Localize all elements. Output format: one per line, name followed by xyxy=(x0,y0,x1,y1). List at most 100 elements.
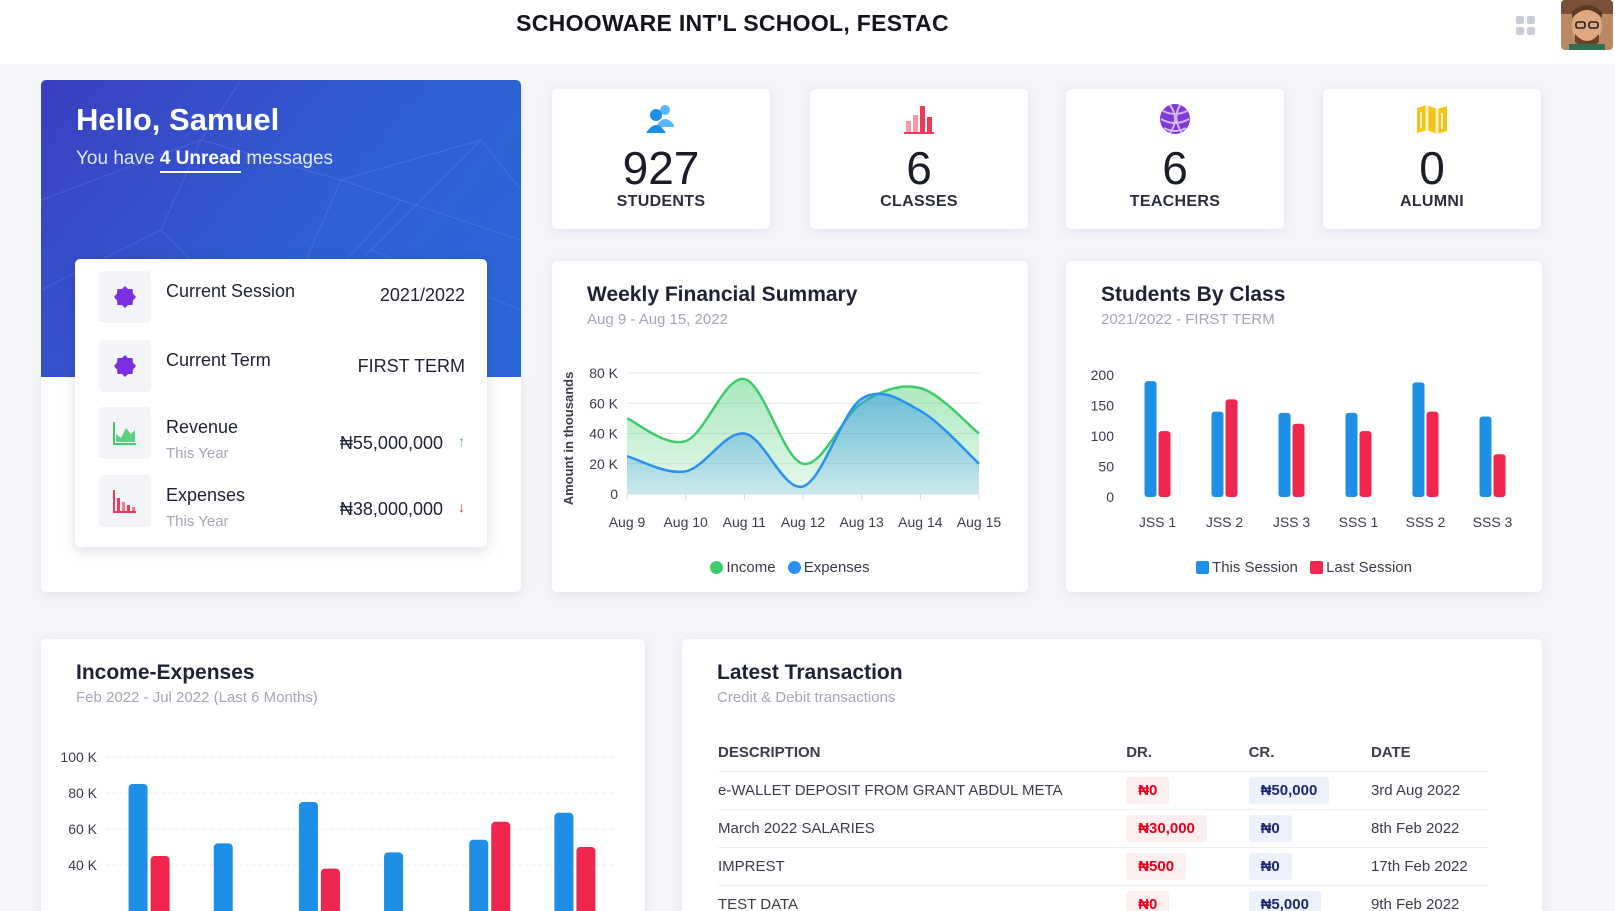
chart-subtitle: 2021/2022 - FIRST TERM xyxy=(1101,311,1275,328)
x-tick-label: Aug 13 xyxy=(839,514,884,530)
bar-income xyxy=(213,843,233,911)
debit-amount: ₦0 xyxy=(1126,890,1170,911)
bar-last-session xyxy=(1426,411,1439,497)
credit-amount: ₦50,000 xyxy=(1248,776,1330,804)
y-axis-label: Amount in thousands xyxy=(561,372,576,506)
greeting: Hello, Samuel xyxy=(76,102,280,137)
y-tick-label: 20 K xyxy=(589,456,618,472)
user-avatar[interactable] xyxy=(1561,0,1613,50)
x-tick-label: Aug 15 xyxy=(957,514,1002,530)
column-header-date: DATE xyxy=(1370,744,1411,762)
bar-chart-icon xyxy=(810,103,1028,135)
transactions-title: Latest Transaction xyxy=(717,661,903,684)
legend-last-session[interactable]: Last Session xyxy=(1310,559,1412,576)
credit-amount: ₦5,000 xyxy=(1248,890,1321,911)
revenue-row: Revenue This Year ₦55,000,000 ↑ xyxy=(99,407,465,467)
chart-title: Students By Class xyxy=(1101,283,1286,306)
column-header-dr: DR. xyxy=(1126,744,1153,762)
bar-this-session xyxy=(1479,416,1492,497)
table-row[interactable]: IMPREST ₦500 ₦0 17th Feb 2022 xyxy=(718,846,1488,885)
map-icon xyxy=(1323,103,1541,135)
bar-income xyxy=(128,784,148,911)
bar-expenses xyxy=(150,856,170,911)
teachers-stat-card[interactable]: 6 TEACHERS xyxy=(1066,89,1284,229)
legend-income[interactable]: Income xyxy=(710,559,776,576)
debit-amount: ₦30,000 xyxy=(1126,814,1207,842)
x-tick-label: SSS 1 xyxy=(1339,514,1379,530)
debit-amount: ₦0 xyxy=(1126,776,1170,804)
income-expenses-bar-chart: 40 K 60 K 80 K 100 K xyxy=(60,749,616,911)
y-tick-label: 100 K xyxy=(60,749,97,765)
table-row[interactable]: TEST DATA ₦0 ₦5,000 9th Feb 2022 xyxy=(718,884,1488,911)
users-icon xyxy=(552,103,770,135)
chart-title: Income-Expenses xyxy=(76,661,255,684)
y-tick-label: 200 xyxy=(1091,367,1115,383)
latest-transaction-card: Latest Transaction Credit & Debit transa… xyxy=(682,639,1542,911)
bar-this-session xyxy=(1412,382,1425,497)
credit-amount: ₦0 xyxy=(1248,814,1292,842)
y-tick-label: 0 xyxy=(610,486,618,502)
column-header-cr: CR. xyxy=(1248,744,1275,762)
bar-income xyxy=(554,812,574,911)
students-bar-chart: 0 50 100 150 200 JSS 1 JSS 2 JSS 3 SSS 1 SSS 2 SSS… xyxy=(1091,367,1513,530)
y-tick-label: 150 xyxy=(1091,398,1115,414)
y-tick-label: 40 K xyxy=(68,857,97,873)
expenses-area-fill xyxy=(627,393,979,494)
x-tick-label: SSS 3 xyxy=(1473,514,1513,530)
x-tick-label: Aug 9 xyxy=(609,514,646,530)
alumni-stat-card[interactable]: 0 ALUMNI xyxy=(1323,89,1541,229)
current-session-value: 2021/2022 xyxy=(379,285,465,305)
bar-expenses xyxy=(320,868,340,911)
expenses-row: Expenses This Year ₦38,000,000 ↓ xyxy=(99,475,465,535)
x-tick-label: Aug 11 xyxy=(723,514,767,530)
bar-income xyxy=(298,802,318,911)
weekly-area-chart: 0 20 K 40 K 60 K 80 K Amount in thousands Aug … xyxy=(561,365,1002,530)
chart-subtitle: Feb 2022 - Jul 2022 (Last 6 Months) xyxy=(76,689,318,706)
bar-chart-icon xyxy=(99,475,151,527)
legend-expenses[interactable]: Expenses xyxy=(787,559,870,576)
x-tick-label: JSS 3 xyxy=(1273,514,1311,530)
badge-icon xyxy=(99,271,151,323)
badge-icon xyxy=(99,340,151,392)
bar-this-session xyxy=(1345,412,1358,497)
x-tick-label: JSS 1 xyxy=(1139,514,1177,530)
current-term-value: FIRST TERM xyxy=(357,356,465,376)
expenses-area-line xyxy=(626,392,980,488)
unread-message-text: You have 4 Unread messages xyxy=(76,148,333,173)
current-session-row: Current Session 2021/2022 xyxy=(99,271,465,331)
area-chart-icon xyxy=(99,407,151,459)
income-color-dot xyxy=(710,561,724,574)
chart-subtitle: Aug 9 - Aug 15, 2022 xyxy=(587,311,728,328)
legend-this-session[interactable]: This Session xyxy=(1196,559,1298,576)
transactions-subtitle: Credit & Debit transactions xyxy=(717,689,896,706)
table-row[interactable]: e-WALLET DEPOSIT FROM GRANT ABDUL META ₦… xyxy=(718,770,1488,809)
x-tick-label: SSS 2 xyxy=(1406,514,1446,530)
chart-legend: This Session Last Session xyxy=(1066,559,1542,576)
grid-icon[interactable] xyxy=(1516,16,1535,35)
credit-amount: ₦0 xyxy=(1248,852,1292,880)
chart-legend: Income Expenses xyxy=(552,559,1028,576)
table-row[interactable]: March 2022 SALARIES ₦30,000 ₦0 8th Feb 2… xyxy=(718,808,1488,847)
arrow-up-icon: ↑ xyxy=(458,433,465,449)
current-term-row: Current Term FIRST TERM xyxy=(99,340,465,400)
y-tick-label: 80 K xyxy=(68,785,97,801)
bar-expenses xyxy=(576,847,596,911)
classes-stat-card[interactable]: 6 CLASSES xyxy=(810,89,1028,229)
bar-this-session xyxy=(1144,381,1157,497)
x-tick-label: JSS 2 xyxy=(1206,514,1244,530)
x-tick-label: Aug 14 xyxy=(898,514,943,530)
expenses-value: ₦38,000,000 xyxy=(339,499,443,519)
income-expenses-card: Income-Expenses Feb 2022 - Jul 2022 (Las… xyxy=(41,639,645,911)
students-by-class-card: Students By Class 2021/2022 - FIRST TERM… xyxy=(1066,261,1542,592)
expenses-color-dot xyxy=(787,561,801,574)
students-stat-card[interactable]: 927 STUDENTS xyxy=(552,89,770,229)
arrow-down-icon: ↓ xyxy=(458,499,465,515)
y-tick-label: 40 K xyxy=(589,426,618,442)
bar-last-session xyxy=(1225,399,1238,497)
y-tick-label: 50 xyxy=(1098,459,1114,475)
bar-last-session xyxy=(1359,431,1372,497)
x-tick-label: Aug 10 xyxy=(663,514,708,530)
school-info-box: Current Session 2021/2022 Current Term F… xyxy=(75,259,487,547)
transactions-table: DESCRIPTION DR. CR. DATE e-WALLET DEPOSI… xyxy=(718,735,1488,911)
unread-messages-link[interactable]: 4 Unread xyxy=(159,148,242,173)
